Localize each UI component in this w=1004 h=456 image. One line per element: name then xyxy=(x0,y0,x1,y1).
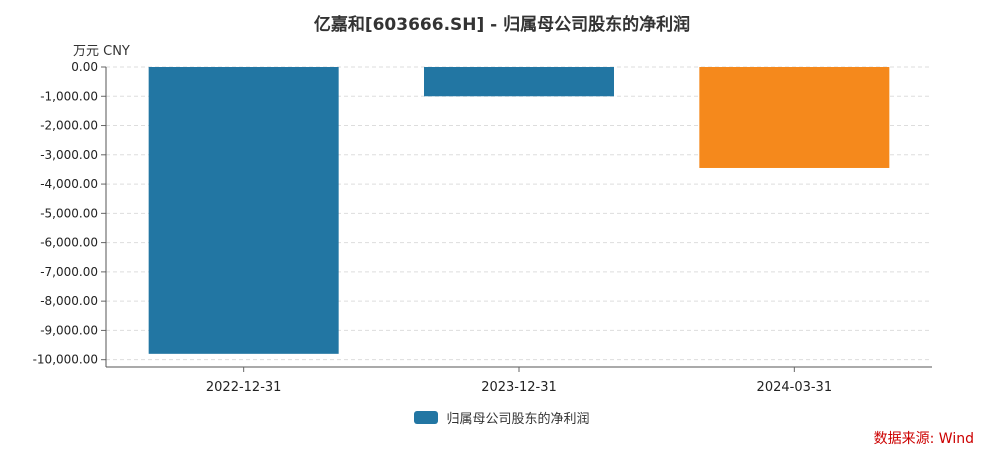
x-tick-label: 2023-12-31 xyxy=(481,380,557,395)
x-tick-label: 2022-12-31 xyxy=(206,380,282,395)
chart-title: 亿嘉和[603666.SH] - 归属母公司股东的净利润 xyxy=(313,15,691,35)
y-tick-label: 0.00 xyxy=(71,60,98,74)
y-tick-label: -8,000.00 xyxy=(40,294,98,308)
legend-label: 归属母公司股东的净利润 xyxy=(446,412,590,427)
y-tick-label: -10,000.00 xyxy=(33,353,98,367)
y-tick-label: -2,000.00 xyxy=(40,119,98,133)
bar xyxy=(148,67,339,354)
y-tick-label: -1,000.00 xyxy=(40,89,98,103)
axis-layer xyxy=(105,67,932,372)
y-axis-unit-label: 万元 CNY xyxy=(73,44,130,59)
data-source-note: 数据来源: Wind xyxy=(873,431,974,447)
bars-layer xyxy=(148,67,890,354)
y-tick-label: -5,000.00 xyxy=(40,206,98,220)
bar xyxy=(424,67,614,97)
x-tick-label: 2024-03-31 xyxy=(757,380,833,395)
y-tick-label: -4,000.00 xyxy=(40,177,98,191)
y-tick-label: -9,000.00 xyxy=(40,323,98,337)
y-tick-label: -6,000.00 xyxy=(40,236,98,250)
legend-swatch xyxy=(414,411,439,424)
y-tick-label: -3,000.00 xyxy=(40,148,98,162)
y-tick-label: -7,000.00 xyxy=(40,265,98,279)
bar-chart: 0.00 -1,000.00 -2,000.00 -3,000.00 -4,000.00… xyxy=(33,60,932,395)
bar xyxy=(699,67,890,168)
legend: 归属母公司股东的净利润 xyxy=(0,408,1004,427)
y-tick-labels: 0.00 -1,000.00 -2,000.00 -3,000.00 -4,000.00… xyxy=(33,60,98,367)
x-tick-labels: 2022-12-31 2023-12-31 2024-03-31 xyxy=(206,380,832,395)
